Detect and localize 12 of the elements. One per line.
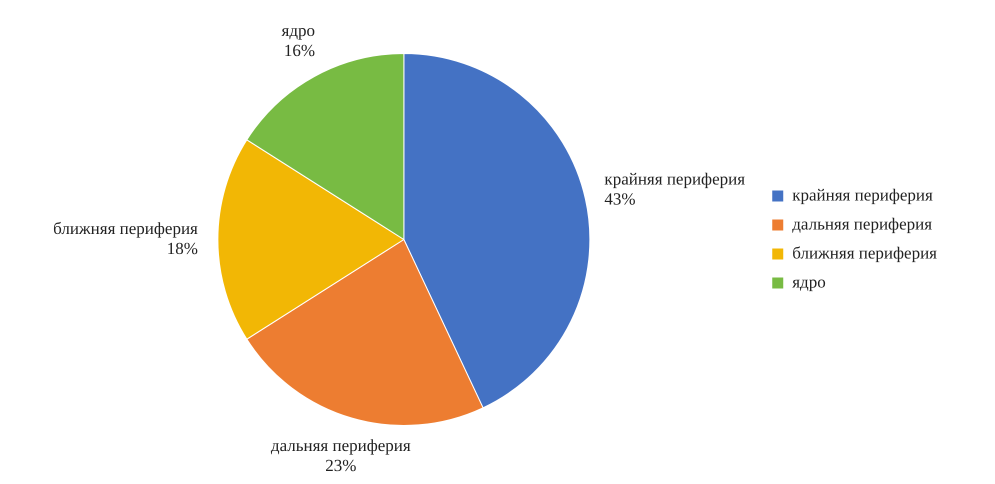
slice-label: крайняя периферия: [604, 170, 746, 189]
slice-label: ближняя периферия: [53, 218, 198, 238]
data-label: 43%: [604, 190, 636, 209]
data-label: 18%: [166, 238, 198, 258]
slice-label: ядро: [282, 20, 315, 40]
legend-label: ядро: [792, 272, 826, 292]
data-label: 23%: [325, 456, 356, 475]
legend-label: крайняя периферия: [792, 185, 934, 204]
data-label: 16%: [284, 40, 315, 60]
slice-label: дальняя периферия: [270, 436, 411, 455]
legend-label: дальняя периферия: [792, 214, 932, 234]
legend-label: ближняя периферия: [792, 243, 938, 262]
